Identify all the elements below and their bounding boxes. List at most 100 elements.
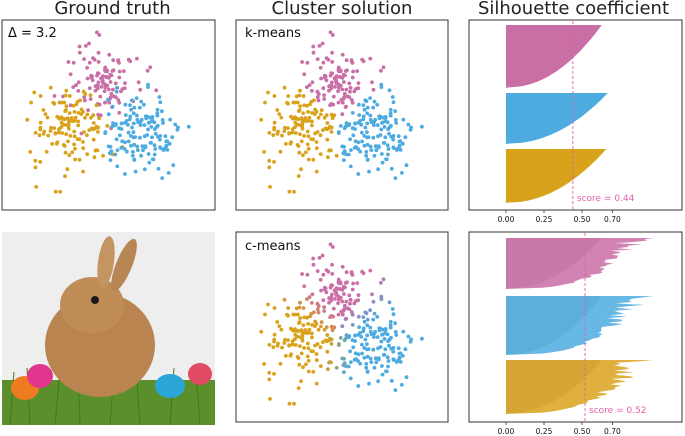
- scatter-point: [400, 141, 405, 146]
- scatter-point: [77, 137, 82, 142]
- scatter-point: [302, 134, 306, 138]
- scatter-point: [348, 137, 352, 142]
- scatter-point: [110, 104, 115, 109]
- scatter-point: [314, 381, 319, 386]
- scatter-point: [303, 328, 308, 332]
- scatter-point: [350, 287, 355, 292]
- scatter-point: [38, 94, 43, 98]
- scatter-point: [85, 76, 90, 81]
- scatter-point: [123, 81, 127, 85]
- scatter-point: [378, 345, 383, 349]
- scatter-point: [266, 302, 270, 307]
- scatter-point: [315, 95, 320, 100]
- scatter-point: [329, 112, 334, 117]
- scatter-point: [83, 98, 87, 103]
- scatter-point: [294, 329, 298, 333]
- scatter-point: [386, 359, 391, 363]
- scatter-point: [326, 367, 330, 372]
- scatter-point: [322, 287, 327, 292]
- scatter-point: [305, 142, 310, 147]
- scatter-point: [343, 69, 348, 73]
- scatter-point: [348, 349, 352, 354]
- scatter-point: [305, 60, 310, 65]
- scatter-point: [87, 41, 91, 46]
- scatter-point: [380, 333, 384, 337]
- scatter-point: [359, 122, 364, 127]
- scatter-point: [376, 167, 380, 172]
- scatter-point: [286, 101, 290, 106]
- scatter-point: [373, 329, 378, 334]
- scatter-point: [113, 81, 118, 86]
- scatter-point: [88, 97, 93, 101]
- scatter-point: [387, 131, 391, 136]
- scatter-point: [87, 128, 92, 133]
- scatter-point: [350, 111, 355, 115]
- scatter-point: [89, 115, 93, 120]
- scatter-point: [113, 152, 118, 157]
- scatter-point: [259, 117, 264, 122]
- scatter-point: [132, 105, 137, 110]
- scatter-point: [307, 327, 312, 332]
- scatter-point: [33, 165, 38, 170]
- scatter-point: [170, 135, 175, 140]
- scatter-point: [394, 148, 399, 152]
- scatter-point: [340, 356, 345, 361]
- scatter-point: [349, 310, 354, 314]
- scatter-point: [52, 94, 57, 98]
- scatter-point: [289, 140, 293, 145]
- scatter-point: [135, 144, 140, 149]
- scatter-point: [344, 316, 348, 321]
- scatter-point: [382, 352, 387, 357]
- scatter-point: [368, 268, 373, 273]
- scatter-point: [119, 145, 124, 150]
- scatter-point: [328, 73, 333, 78]
- scatter-point: [324, 113, 329, 118]
- scatter-point: [334, 365, 339, 370]
- scatter-point: [275, 108, 280, 112]
- scatter-point: [110, 124, 115, 129]
- scatter-point: [48, 85, 53, 90]
- scatter-point: [272, 372, 276, 376]
- scatter-point: [356, 293, 361, 297]
- scatter-point: [124, 149, 129, 154]
- scatter-point: [271, 345, 276, 350]
- scatter-point: [315, 307, 320, 312]
- scatter-point: [340, 288, 345, 292]
- scatter-point: [326, 155, 330, 160]
- scatter-point: [126, 130, 131, 135]
- scatter-point: [166, 171, 171, 175]
- scatter-point: [319, 108, 324, 112]
- scatter-point: [97, 33, 102, 37]
- scatter-point: [293, 343, 298, 347]
- scatter-point: [346, 364, 351, 369]
- scatter-point: [299, 379, 303, 384]
- scatter-point: [293, 337, 297, 341]
- scatter-point: [50, 142, 55, 146]
- scatter-point: [356, 359, 360, 363]
- scatter-point: [96, 50, 101, 55]
- scatter-point: [338, 336, 343, 340]
- scatter-point: [325, 333, 330, 337]
- scatter-point: [63, 93, 68, 98]
- scatter-point: [368, 96, 372, 100]
- scatter-point: [116, 58, 121, 62]
- scatter-point: [315, 301, 320, 306]
- scatter-point: [370, 80, 374, 85]
- scatter-point: [336, 89, 340, 94]
- scatter-point: [338, 295, 343, 300]
- scatter-point: [328, 103, 332, 108]
- scatter-point: [382, 337, 387, 341]
- scatter-point: [299, 167, 303, 172]
- scatter-point: [362, 143, 367, 148]
- scatter-point: [66, 124, 71, 129]
- scatter-point: [393, 388, 398, 392]
- scatter-point: [93, 88, 98, 93]
- scatter-point: [351, 345, 356, 350]
- scatter-point: [275, 131, 280, 136]
- scatter-point: [309, 311, 314, 316]
- scatter-point: [76, 119, 81, 124]
- scatter-point: [325, 349, 330, 354]
- scatter-point: [85, 133, 89, 138]
- scatter-point: [272, 127, 276, 132]
- scatter-point: [318, 65, 323, 70]
